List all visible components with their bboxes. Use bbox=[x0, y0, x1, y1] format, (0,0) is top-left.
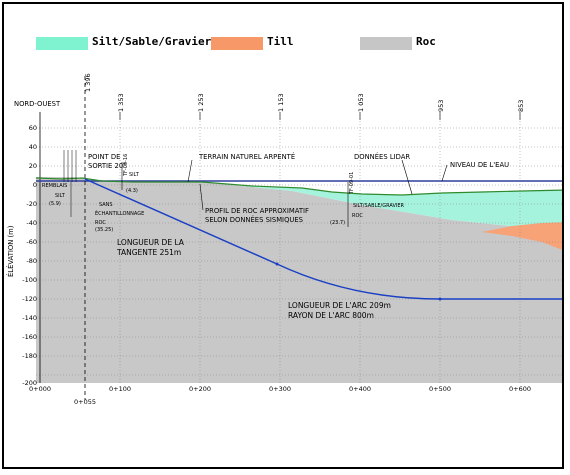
y-tick: -80 bbox=[26, 257, 37, 265]
sans-label-1: SANS bbox=[99, 202, 113, 208]
borehole-right-label: TF-09-01 bbox=[349, 172, 355, 195]
top-station-marks bbox=[119, 112, 521, 120]
y-tick: 40 bbox=[29, 143, 37, 151]
cross-section-diagram: 1 396 1 353 1 253 1 153 1 053 953 853 NO… bbox=[6, 73, 562, 406]
terrain-leader bbox=[187, 159, 193, 183]
y-tick: -160 bbox=[22, 333, 37, 341]
silt-mid-label: SILT bbox=[129, 172, 140, 178]
x-tick: 0+000 bbox=[29, 385, 51, 393]
till-fill bbox=[482, 222, 562, 250]
tangent-label-2: TANGENTE 251m bbox=[116, 248, 181, 257]
lidar-leader bbox=[401, 159, 413, 195]
roc-right-label: ROC bbox=[352, 213, 363, 219]
y-tick: -60 bbox=[26, 238, 37, 246]
top-station-1153: 1 153 bbox=[277, 93, 285, 112]
profil-label-2: SELON DONNÉES SISMIQUES bbox=[205, 215, 303, 224]
lidar-label: DONNÉES LIDAR bbox=[354, 152, 410, 161]
y-axis-ticks: 60 40 20 0 -20 -40 -60 -80 -100 -120 -14… bbox=[22, 124, 37, 387]
legend-swatch-roc bbox=[360, 37, 412, 50]
arc-end-point bbox=[438, 297, 442, 301]
ssg-right-label: SILT/SABLE/GRAVIER bbox=[353, 203, 405, 209]
y-tick: 0 bbox=[33, 181, 37, 189]
arc-label-1: LONGUEUR DE L'ARC 209m bbox=[288, 301, 391, 310]
roc-left-label: ROC bbox=[95, 220, 106, 226]
top-station-1353: 1 353 bbox=[117, 93, 125, 112]
x-tick: 0+600 bbox=[509, 385, 531, 393]
terrain-line bbox=[35, 177, 562, 196]
y-tick: -100 bbox=[22, 276, 37, 284]
legend-swatch-silt bbox=[36, 37, 88, 50]
depth-43-label: (4.3) bbox=[126, 188, 138, 194]
top-station-1396: 1 396 bbox=[84, 73, 92, 92]
niveau-label: NIVEAU DE L'EAU bbox=[450, 161, 509, 169]
x-tick: 0+200 bbox=[189, 385, 211, 393]
left-borehole-column bbox=[63, 150, 77, 217]
y-tick: -20 bbox=[26, 200, 37, 208]
sediment-fill bbox=[202, 182, 562, 232]
top-station-1053: 1 053 bbox=[357, 93, 365, 112]
drill-path bbox=[84, 178, 562, 300]
x-tick: 0+100 bbox=[109, 385, 131, 393]
y-tick: -140 bbox=[22, 314, 37, 322]
y-tick: -200 bbox=[22, 379, 37, 387]
y-tick: 20 bbox=[29, 162, 37, 170]
depth-237-label: (23.7) bbox=[330, 220, 345, 226]
y-tick: -180 bbox=[22, 352, 37, 360]
y-tick: -40 bbox=[26, 219, 37, 227]
x-tick: 0+500 bbox=[429, 385, 451, 393]
legend-label-roc: Roc bbox=[416, 35, 436, 48]
roc-left-depth-label: (35.25) bbox=[95, 227, 113, 233]
y-tick: 60 bbox=[29, 124, 37, 132]
direction-label: NORD-OUEST bbox=[14, 100, 61, 108]
y-axis-title: ÉLÉVATION (m) bbox=[6, 225, 15, 277]
exit-station-label: 0+055 bbox=[74, 398, 96, 406]
top-station-953: 953 bbox=[437, 100, 445, 112]
y-tick: -120 bbox=[22, 295, 37, 303]
tangent-label-1: LONGUEUR DE LA bbox=[117, 238, 185, 247]
x-tick: 0+300 bbox=[269, 385, 291, 393]
profil-label-1: PROFIL DE ROC APPROXIMATIF bbox=[205, 207, 309, 215]
depth-59-label: (5.9) bbox=[49, 201, 61, 207]
borehole-mid-label: TF-03-16 bbox=[123, 154, 129, 177]
niveau-leader bbox=[441, 164, 448, 182]
profil-leader bbox=[199, 183, 204, 211]
silt-left-label: SILT bbox=[55, 193, 66, 199]
drawing-frame: Silt/Sable/Gravier Till Roc bbox=[2, 2, 564, 469]
terrain-label: TERRAIN NATUREL ARPENTÉ bbox=[198, 152, 295, 161]
point-sortie-label-1: POINT DE bbox=[88, 153, 120, 161]
vertical-grid bbox=[119, 112, 521, 383]
tangent-point bbox=[275, 262, 279, 266]
legend-label-till: Till bbox=[267, 35, 294, 48]
rock-fill bbox=[36, 177, 562, 383]
arc-label-2: RAYON DE L'ARC 800m bbox=[288, 311, 374, 320]
legend-label-silt: Silt/Sable/Gravier bbox=[92, 35, 212, 48]
sans-label-2: ÉCHANTILLONNAGE bbox=[95, 209, 144, 217]
point-sortie-label-2: SORTIE 20° bbox=[88, 162, 127, 170]
x-tick: 0+400 bbox=[349, 385, 371, 393]
top-station-1253: 1 253 bbox=[197, 93, 205, 112]
top-station-853: 853 bbox=[517, 100, 525, 112]
remblai-label: REMBLAIS bbox=[42, 183, 67, 189]
x-axis-ticks: 0+000 0+100 0+200 0+300 0+400 0+500 0+60… bbox=[29, 385, 531, 393]
legend-swatch-till bbox=[211, 37, 263, 50]
